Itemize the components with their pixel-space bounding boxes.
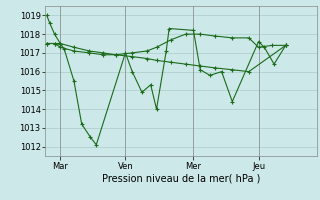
X-axis label: Pression niveau de la mer( hPa ): Pression niveau de la mer( hPa ) (102, 173, 260, 183)
